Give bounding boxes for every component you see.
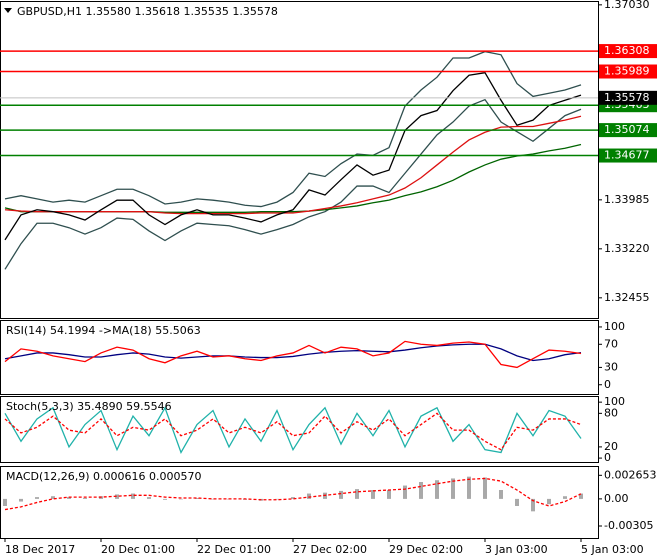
histogram-bar xyxy=(339,490,343,499)
price-label-box xyxy=(599,90,657,105)
histogram-bar xyxy=(403,485,407,499)
histogram-bar xyxy=(147,497,151,499)
level-label-box xyxy=(599,123,657,138)
series-line xyxy=(4,406,582,455)
histogram-bar xyxy=(307,493,311,499)
histogram-bar xyxy=(19,498,23,502)
y-tick-label: 0.002653 xyxy=(604,468,657,481)
y-tick-label: 0.00 xyxy=(604,492,629,505)
y-tick-label: 100 xyxy=(604,320,625,333)
level-label-box xyxy=(599,64,657,79)
panel-frame xyxy=(0,1,599,319)
histogram-bar xyxy=(419,482,423,499)
histogram-bar xyxy=(355,489,359,499)
x-tick-label: 18 Dec 2017 xyxy=(5,543,75,556)
y-tick-label: 100 xyxy=(604,395,625,408)
histogram-bar xyxy=(579,493,583,499)
level-label: 1.34677 xyxy=(604,149,650,162)
x-tick-label: 5 Jan 03:00 xyxy=(581,543,644,556)
histogram-bar xyxy=(467,476,471,499)
histogram-bar xyxy=(435,480,439,499)
y-tick-label: 20 xyxy=(604,440,618,453)
series-line xyxy=(4,72,582,241)
histogram-bar xyxy=(531,498,535,512)
y-tick-label: -0.00305 xyxy=(604,519,653,532)
histogram-bar xyxy=(291,497,295,499)
histogram-bar xyxy=(515,498,519,506)
series-line xyxy=(4,115,582,215)
series-line xyxy=(4,477,582,511)
x-tick-label: 27 Dec 02:00 xyxy=(293,543,367,556)
histogram-bar xyxy=(115,494,119,499)
y-tick-label: 0 xyxy=(604,378,611,391)
histogram-bar xyxy=(499,490,503,499)
title-arrow xyxy=(4,8,12,13)
level-label-box xyxy=(599,44,657,59)
histogram-bar xyxy=(83,498,87,499)
histogram-bar xyxy=(563,496,567,499)
histogram-bar xyxy=(195,498,199,499)
panel-frame xyxy=(0,396,599,463)
panel-frame xyxy=(0,320,599,395)
histogram-bar xyxy=(131,493,135,499)
histogram-bar xyxy=(211,498,215,500)
histogram-bar xyxy=(35,497,39,499)
histogram-bar xyxy=(179,498,183,500)
histogram-bar xyxy=(371,490,375,499)
x-tick-label: 20 Dec 01:00 xyxy=(101,543,175,556)
histogram-bar xyxy=(67,497,71,499)
y-tick-label: 1.37030 xyxy=(604,0,650,11)
level-label: 1.35989 xyxy=(604,65,650,78)
level-label-box xyxy=(599,148,657,163)
histogram-bar xyxy=(163,498,167,500)
panel-frame xyxy=(0,466,599,539)
y-tick-label: 80 xyxy=(604,406,618,419)
series-line xyxy=(4,412,582,451)
x-tick-label: 22 Dec 01:00 xyxy=(197,543,271,556)
level-label: 1.35074 xyxy=(604,123,650,136)
histogram-bar xyxy=(483,477,487,499)
histogram-bar xyxy=(51,496,55,499)
histogram-bar xyxy=(3,498,7,506)
panel-title: Stoch(5,3,3) 35.4890 59.5546 xyxy=(6,400,172,413)
panel-title: GBPUSD,H1 1.35580 1.35618 1.35535 1.3557… xyxy=(17,5,278,18)
series-line xyxy=(4,98,582,270)
price-label: 1.35578 xyxy=(604,91,650,104)
level-label: 1.36308 xyxy=(604,44,650,57)
y-tick-label: 70 xyxy=(604,337,618,350)
y-tick-label: 1.32455 xyxy=(604,291,650,304)
histogram-bar xyxy=(275,498,279,500)
y-tick-label: 1.33985 xyxy=(604,193,650,206)
y-tick-label: 0 xyxy=(604,451,611,464)
histogram-bar xyxy=(547,498,551,505)
y-tick-label: 30 xyxy=(604,360,618,373)
x-tick-label: 3 Jan 03:00 xyxy=(485,543,548,556)
series-line xyxy=(4,340,582,369)
x-tick-label: 29 Dec 02:00 xyxy=(389,543,463,556)
panel-title: RSI(14) 54.1994 ->MA(18) 55.5063 xyxy=(6,324,201,337)
histogram-bar xyxy=(387,490,391,499)
y-tick-label: 1.33220 xyxy=(604,242,650,255)
histogram-bar xyxy=(451,478,455,499)
panel-title: MACD(12,26,9) 0.000616 0.000570 xyxy=(6,470,202,483)
